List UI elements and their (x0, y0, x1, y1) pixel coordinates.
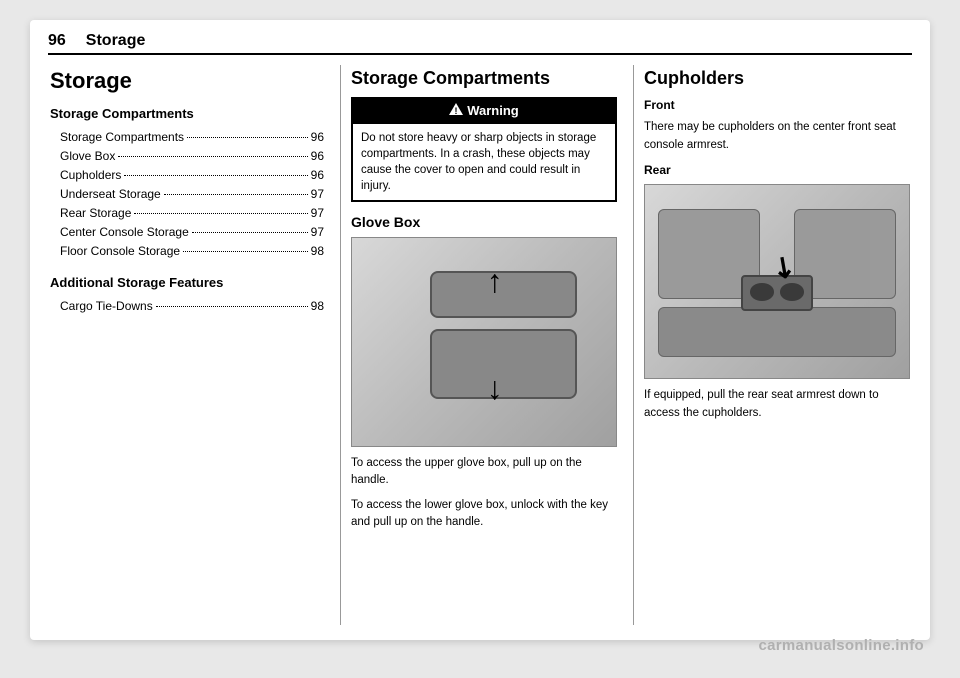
toc-page: 97 (311, 204, 324, 222)
column-1: Storage Storage Compartments Storage Com… (48, 65, 326, 625)
arrow-up-icon: ↑ (487, 258, 503, 304)
toc-dots (118, 156, 307, 157)
column-3: Cupholders Front There may be cupholders… (633, 65, 912, 625)
toc-dots (192, 232, 308, 233)
subheading-front: Front (644, 97, 910, 114)
toc-item: Glove Box 96 (60, 147, 324, 165)
toc-page: 97 (311, 223, 324, 241)
toc-label: Storage Compartments (60, 128, 184, 146)
watermark: carmanualsonline.info (759, 637, 925, 654)
toc-label: Cupholders (60, 166, 121, 184)
toc-label: Rear Storage (60, 204, 131, 222)
columns-layout: Storage Storage Compartments Storage Com… (48, 65, 912, 625)
svg-text:!: ! (455, 106, 458, 115)
breadcrumb: Storage (86, 32, 146, 50)
toc-label: Underseat Storage (60, 185, 161, 203)
front-text: There may be cupholders on the center fr… (644, 119, 910, 154)
toc-dots (124, 175, 307, 176)
toc-section-storage-compartments: Storage Compartments (50, 105, 324, 124)
toc-item: Floor Console Storage 98 (60, 242, 324, 260)
toc-label: Center Console Storage (60, 223, 189, 241)
toc-dots (164, 194, 308, 195)
page-container: 96 Storage Storage Storage Compartments … (30, 20, 930, 640)
toc-page: 98 (311, 297, 324, 315)
glovebox-para-2: To access the lower glove box, unlock wi… (351, 497, 617, 532)
toc-page: 97 (311, 185, 324, 203)
toc-page: 98 (311, 242, 324, 260)
warning-body: Do not store heavy or sharp objects in s… (353, 124, 615, 200)
rear-text: If equipped, pull the rear seat armrest … (644, 387, 910, 422)
section-heading-storage-compartments: Storage Compartments (351, 65, 617, 91)
toc-dots (187, 137, 308, 138)
toc-item: Cupholders 96 (60, 166, 324, 184)
toc-dots (134, 213, 307, 214)
toc-item: Storage Compartments 96 (60, 128, 324, 146)
section-heading-cupholders: Cupholders (644, 65, 910, 91)
column-2: Storage Compartments ! Warning Do not st… (340, 65, 619, 625)
toc-label: Floor Console Storage (60, 242, 180, 260)
rear-cupholder-illustration: ↘ (644, 184, 910, 379)
toc-page: 96 (311, 147, 324, 165)
chapter-title: Storage (50, 65, 324, 97)
warning-title: Warning (467, 102, 519, 121)
arrow-down-icon: ↓ (487, 365, 503, 411)
glovebox-para-1: To access the upper glove box, pull up o… (351, 455, 617, 490)
subsection-heading-glovebox: Glove Box (351, 212, 617, 232)
toc-page: 96 (311, 166, 324, 184)
warning-triangle-icon: ! (449, 102, 463, 121)
toc-item: Underseat Storage 97 (60, 185, 324, 203)
toc-dots (156, 306, 308, 307)
subheading-rear: Rear (644, 162, 910, 179)
toc-item: Cargo Tie-Downs 98 (60, 297, 324, 315)
toc-item: Rear Storage 97 (60, 204, 324, 222)
toc-page: 96 (311, 128, 324, 146)
toc-label: Cargo Tie-Downs (60, 297, 153, 315)
toc-label: Glove Box (60, 147, 115, 165)
page-number: 96 (48, 32, 66, 50)
warning-box: ! Warning Do not store heavy or sharp ob… (351, 97, 617, 202)
toc-item: Center Console Storage 97 (60, 223, 324, 241)
toc-dots (183, 251, 308, 252)
glovebox-illustration: ↑ ↓ (351, 237, 617, 447)
warning-header: ! Warning (353, 99, 615, 124)
page-header: 96 Storage (48, 32, 912, 55)
toc-section-additional-storage: Additional Storage Features (50, 274, 324, 293)
